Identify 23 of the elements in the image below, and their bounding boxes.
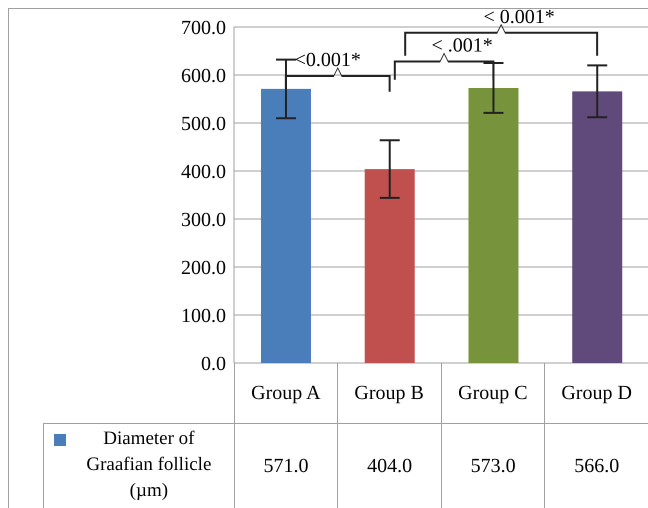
annotation: <0.001* [294, 48, 361, 71]
annotation: < 0.001* [484, 6, 555, 28]
x-tick-label: Group B [338, 363, 442, 423]
y-tick-label: 200.0 [181, 257, 226, 280]
legend-label: Diameter of Graafian follicle (µm) [44, 424, 235, 508]
bar [468, 88, 518, 363]
text: 566.0 [574, 455, 620, 477]
bar [364, 169, 415, 363]
text: 571.0 [264, 455, 309, 477]
annotation: < .001* [431, 34, 493, 57]
y-tick-label: 0.0 [201, 353, 226, 376]
text: 404.0 [367, 455, 412, 477]
y-tick-label: 700.0 [181, 17, 226, 40]
y-tick-label: 600.0 [181, 65, 226, 88]
x-tick-label: Group D [545, 363, 648, 423]
x-tick-label: Group A [234, 363, 338, 423]
x-tick-label: Group C [442, 363, 546, 423]
y-tick-label: 500.0 [181, 113, 226, 136]
y-tick-label: 100.0 [181, 305, 226, 328]
y-tick-label: 400.0 [181, 161, 226, 184]
bar [572, 91, 622, 363]
text: 573.0 [470, 455, 516, 477]
y-tick-label: 300.0 [181, 209, 226, 232]
